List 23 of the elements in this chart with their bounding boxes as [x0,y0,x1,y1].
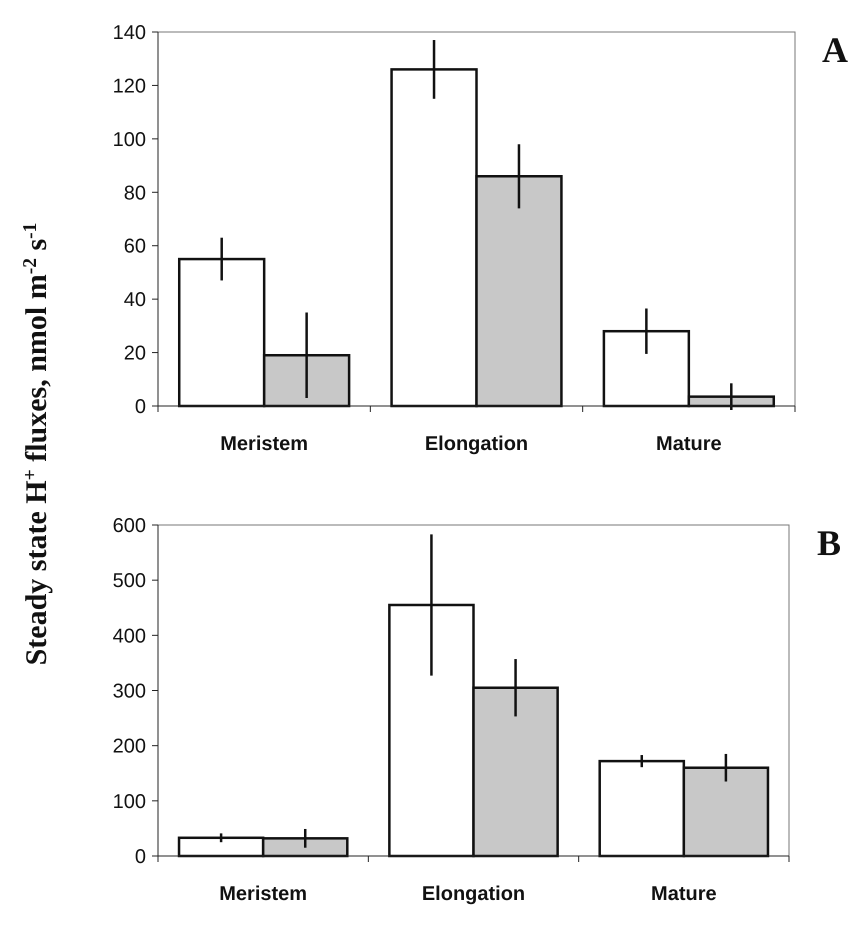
y-tick-label: 0 [134,396,146,418]
x-tick-label: Mature [656,433,722,455]
x-tick-label: Elongation [424,433,528,455]
y-tick-label: 600 [112,515,146,537]
y-tick-label: 0 [134,846,146,868]
y-tick-label: 100 [112,128,146,151]
y-tick-label: 200 [112,736,146,758]
y-tick-label: 80 [124,182,146,204]
text: A [822,30,848,70]
x-tick-label: Meristem [220,433,308,455]
y-tick-label: 100 [112,790,146,813]
y-tick-label: 60 [124,236,146,258]
text: B [816,523,842,563]
y-tick-label: 140 [112,22,146,44]
y-tick-label: 20 [124,342,146,365]
x-tick-label: Meristem [219,883,308,905]
y-tick-label: 300 [112,680,146,702]
y-tick-label: 120 [112,75,146,98]
y-tick-label: 500 [112,570,146,592]
x-tick-label: Mature [651,883,717,905]
y-tick-label: 40 [124,289,146,312]
y-tick-label: 400 [112,625,146,648]
x-tick-label: Elongation [422,883,526,905]
